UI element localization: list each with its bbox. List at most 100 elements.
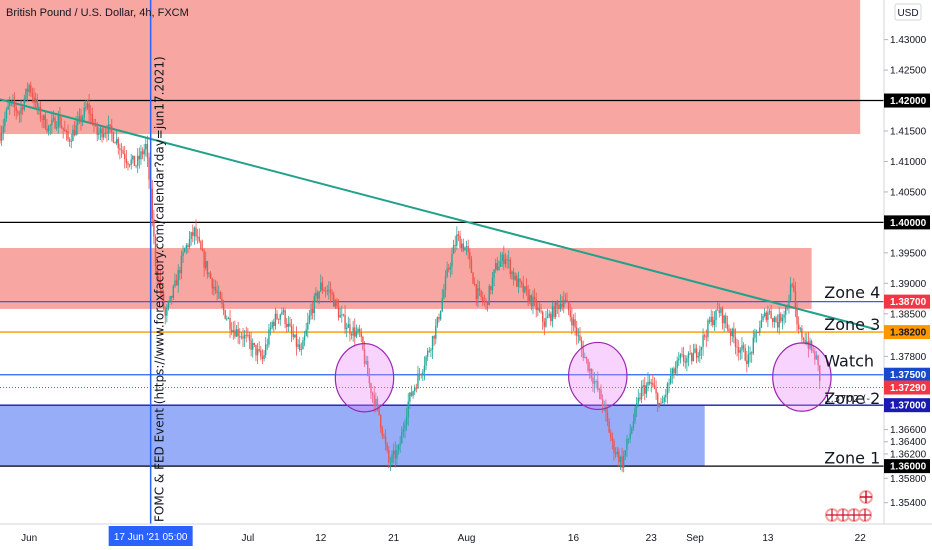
candle-body: [54, 117, 56, 129]
price-tick-label: 1.38500: [890, 309, 927, 320]
candle-body: [819, 365, 821, 382]
candle-body: [678, 358, 680, 361]
price-tick-label: 1.35400: [890, 498, 927, 509]
candle-body: [772, 318, 774, 322]
candle-body: [159, 278, 162, 291]
candle-body: [154, 236, 157, 266]
candle-body: [341, 314, 343, 316]
candle-body: [501, 254, 503, 262]
candle-body: [702, 335, 704, 347]
candle-body: [85, 107, 87, 109]
candle-body: [475, 284, 477, 300]
currency-badge[interactable]: [894, 3, 922, 21]
highlight-circle[interactable]: [568, 341, 628, 411]
event-layer[interactable]: FOMC & FED Event (https://www.forexfacto…: [149, 0, 167, 524]
candle-body: [47, 126, 50, 132]
candle-body: [454, 245, 456, 246]
highlight-circle[interactable]: [772, 342, 832, 412]
candle-body: [486, 301, 489, 306]
price-axis-background: [884, 0, 932, 524]
candle-body: [478, 288, 481, 291]
candle-body: [34, 98, 37, 103]
candle-body: [388, 450, 390, 463]
candle-body: [337, 306, 340, 318]
candle-body: [171, 295, 173, 298]
candle-body: [522, 283, 524, 293]
candle-body: [104, 132, 106, 134]
candle-body: [133, 155, 136, 166]
candle-body: [801, 328, 803, 338]
candle-body: [222, 303, 225, 311]
zone-labels-layer: Zone 4 Zone 3 Watch Zone 2 Zone 1 1.3702 (-: [824, 283, 880, 468]
candle-body: [729, 331, 732, 337]
currency-label: USD: [897, 8, 918, 19]
candle-body: [452, 245, 455, 254]
candle-body: [465, 246, 468, 248]
candle-body: [749, 352, 751, 355]
candle-body: [109, 124, 111, 126]
time-axis-ticks: Jun Jul 12 21 Aug 16 23 Sep 13 22 17 Jun '21 05:00: [21, 526, 866, 546]
candle-body: [214, 286, 217, 291]
zone-rect[interactable]: [0, 405, 705, 467]
candle-body: [94, 123, 97, 125]
zone-rect[interactable]: [0, 0, 861, 135]
candle-body: [503, 254, 505, 265]
candle-body: [156, 265, 158, 277]
candle-body: [132, 155, 134, 160]
candle-body: [498, 266, 500, 270]
candle-body: [269, 327, 272, 330]
zone-label: Watch: [824, 352, 874, 371]
candle-body: [712, 316, 714, 326]
candle-body: [99, 128, 102, 133]
trendline[interactable]: [0, 98, 876, 330]
candle-body: [276, 313, 278, 319]
economic-events-icons[interactable]: [825, 490, 873, 522]
candle-body: [482, 296, 484, 301]
candle-body: [392, 450, 395, 455]
candle-body: [767, 312, 769, 321]
candle-body: [367, 360, 369, 377]
candle-body: [401, 432, 403, 444]
candle-body: [768, 311, 771, 313]
candle-body: [480, 290, 482, 297]
candle-body: [579, 335, 581, 341]
candle-body: [626, 439, 628, 451]
candle-body: [13, 100, 16, 108]
candle-body: [618, 451, 620, 463]
candle-body: [556, 302, 558, 305]
candle-body: [444, 276, 447, 291]
candle-body: [365, 360, 367, 364]
candle-body: [26, 88, 29, 92]
candle-body: [333, 294, 335, 307]
candle-body: [540, 311, 542, 312]
candle-body: [619, 456, 622, 463]
candle-body: [760, 320, 763, 328]
candle-body: [90, 113, 92, 115]
zone-rect[interactable]: [0, 247, 812, 309]
candle-body: [344, 314, 346, 330]
highlight-circle[interactable]: [334, 343, 395, 413]
candle-body: [250, 340, 252, 350]
trendline-layer[interactable]: [0, 98, 876, 330]
candle-body: [177, 270, 179, 286]
time-cursor-badge[interactable]: [108, 526, 193, 546]
candle-body: [490, 286, 492, 291]
candle-body: [431, 336, 434, 350]
candle-body: [260, 350, 262, 357]
candle-body: [713, 320, 716, 326]
candle-body: [67, 131, 69, 140]
candle-body: [357, 328, 359, 332]
candle-body: [459, 236, 461, 249]
candle-body: [174, 280, 176, 287]
candle-body: [41, 118, 43, 121]
candle-body: [532, 296, 534, 307]
candle-body: [187, 245, 189, 248]
circles-layer[interactable]: [334, 341, 832, 413]
candle-body: [230, 329, 233, 333]
candle-body: [580, 340, 583, 348]
candle-body: [629, 433, 631, 439]
candle-body: [436, 317, 439, 326]
candle-body: [799, 328, 801, 330]
candle-body: [423, 365, 426, 372]
